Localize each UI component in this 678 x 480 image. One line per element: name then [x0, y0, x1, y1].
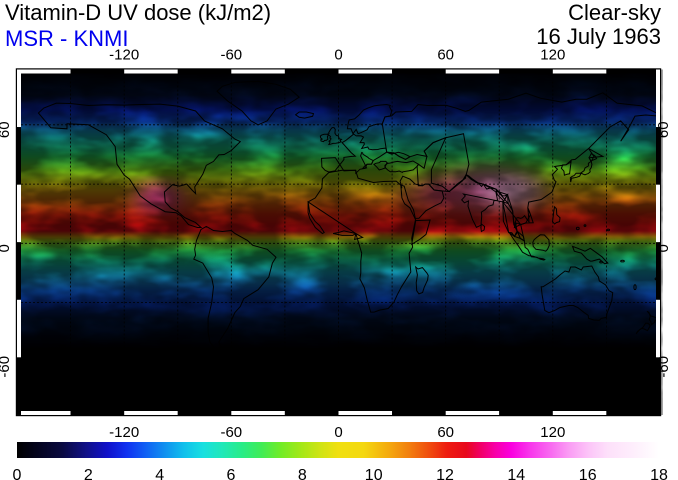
svg-text:10: 10	[365, 467, 383, 480]
svg-text:18: 18	[650, 467, 668, 480]
svg-text:4: 4	[155, 467, 164, 480]
svg-text:16: 16	[579, 467, 597, 480]
svg-text:12: 12	[436, 467, 454, 480]
svg-text:8: 8	[298, 467, 307, 480]
svg-text:14: 14	[507, 467, 525, 480]
svg-text:6: 6	[227, 467, 236, 480]
svg-text:0: 0	[13, 467, 22, 480]
svg-text:2: 2	[84, 467, 93, 480]
